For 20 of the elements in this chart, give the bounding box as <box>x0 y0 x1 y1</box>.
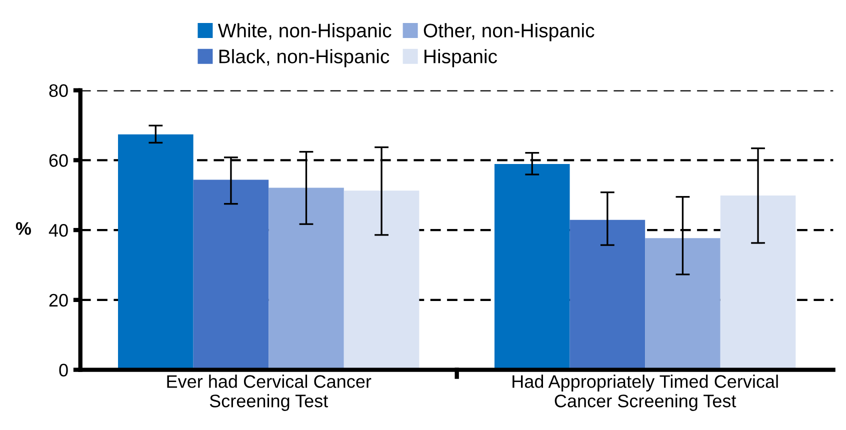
y-tick-label: 20 <box>49 294 68 307</box>
y-tick-label: 60 <box>49 154 68 167</box>
x-tick-label: Had Appropriately Timed Cervical Cancer Screening Test <box>512 374 778 411</box>
legend-label: Hispanic <box>424 49 498 68</box>
y-tick-label: 0 <box>59 364 68 377</box>
bar <box>720 195 796 370</box>
legend-label: Other, non-Hispanic <box>424 23 594 42</box>
y-axis-title: % <box>16 222 32 235</box>
legend-label: White, non-Hispanic <box>218 23 392 42</box>
bar <box>193 180 269 370</box>
x-tick-label: Ever had Cervical Cancer Screening Test <box>167 374 372 411</box>
bar <box>645 238 720 370</box>
bar <box>118 134 194 370</box>
bar <box>570 220 646 370</box>
bar <box>268 188 344 370</box>
y-tick-label: 40 <box>48 224 68 237</box>
legend-label: Black, non-Hispanic <box>219 49 390 68</box>
bar <box>494 164 570 370</box>
y-tick-label: 80 <box>49 84 68 98</box>
bar <box>344 190 420 370</box>
